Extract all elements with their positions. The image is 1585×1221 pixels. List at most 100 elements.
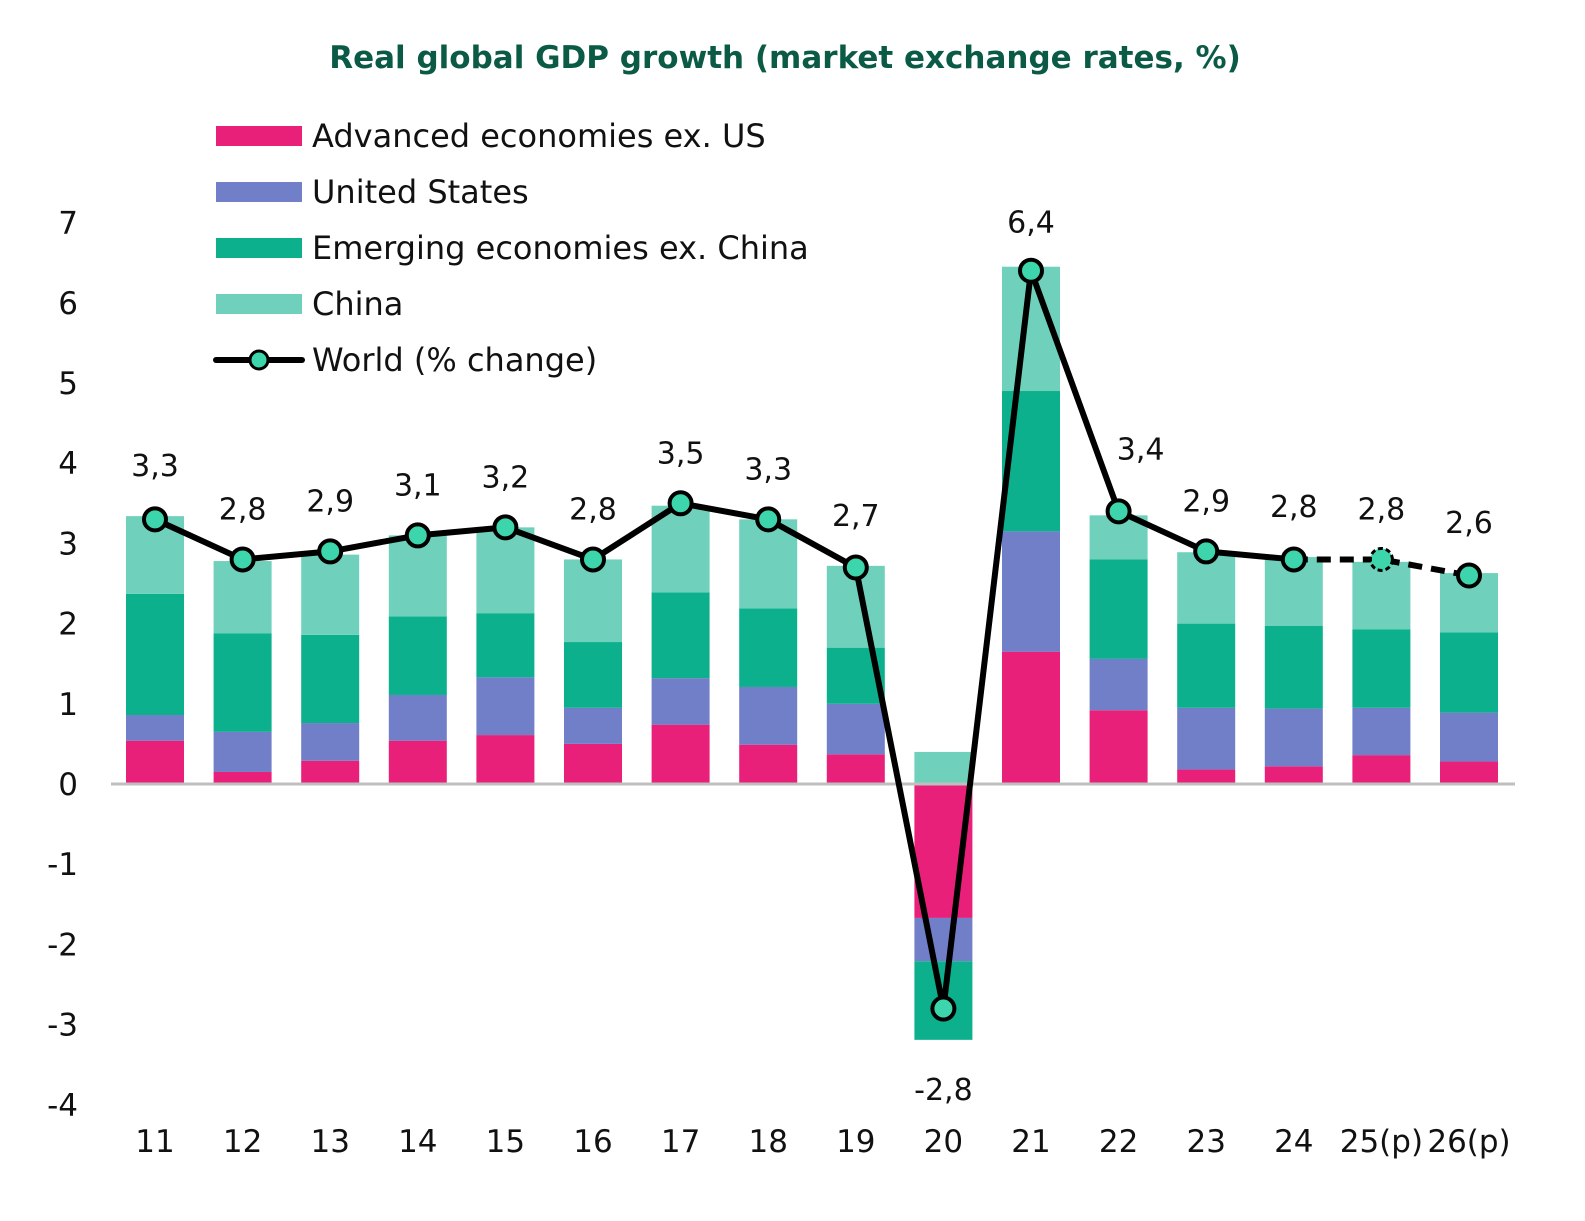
y-tick-label: 2 — [58, 607, 78, 643]
data-label: 2,8 — [219, 492, 267, 527]
bar-segment — [651, 592, 710, 679]
bar-segment — [1002, 531, 1060, 652]
bar-segment — [1352, 755, 1411, 784]
bar-segment — [476, 613, 535, 678]
world-marker — [1105, 498, 1132, 525]
bar-segment — [1352, 629, 1411, 708]
data-label: 3,5 — [657, 436, 705, 471]
y-tick-label: 6 — [58, 286, 78, 322]
bar-segment — [1440, 712, 1498, 762]
x-tick-label: 14 — [398, 1124, 437, 1160]
legend-item: Emerging economies ex. China — [216, 229, 809, 267]
data-label: 2,6 — [1445, 506, 1493, 541]
legend-swatch — [216, 238, 302, 258]
legend-swatch — [216, 126, 302, 146]
data-label: 3,4 — [1117, 432, 1165, 467]
legend-item: China — [216, 285, 403, 323]
y-tick-label: 0 — [58, 767, 78, 803]
data-label: 2,7 — [832, 499, 880, 534]
bar-segment — [1089, 710, 1148, 784]
bar-segment — [476, 527, 535, 614]
bar-segment — [1352, 561, 1411, 630]
bar-segment — [564, 707, 622, 744]
bar-segment — [1177, 769, 1236, 784]
bar-segment — [739, 744, 798, 784]
bar-segment — [1089, 559, 1148, 659]
y-tick-label: 1 — [58, 687, 78, 723]
data-label: -2,8 — [914, 1073, 973, 1108]
bar-segment — [914, 751, 973, 784]
legend-label: United States — [312, 173, 529, 211]
world-line-projected — [1293, 556, 1470, 579]
bar-segment — [739, 519, 798, 609]
bar-segment — [1177, 623, 1236, 708]
data-labels: 3,3 2,8 2,9 3,1 3,2 2,8 3,5 3,3 2,7 -2,8 6,4 3,4 2,9… — [131, 206, 1493, 1108]
y-tick-label: -2 — [47, 927, 78, 963]
data-label: 3,1 — [394, 468, 442, 503]
world-marker — [1193, 538, 1220, 565]
y-tick-label: 7 — [58, 206, 78, 242]
y-tick-label: -1 — [47, 847, 78, 883]
x-axis: 11 12 13 14 15 16 17 18 19 20 21 22 23 24 25(p) 26(p) — [135, 1124, 1510, 1160]
world-marker — [842, 554, 869, 581]
bar-segment — [126, 715, 184, 741]
legend: Advanced economies ex. US United States Em… — [213, 117, 809, 379]
world-marker — [755, 506, 782, 533]
bar-segment — [651, 678, 710, 725]
data-label: 2,8 — [1358, 492, 1406, 527]
x-tick-label: 13 — [310, 1124, 349, 1160]
bar-segment — [301, 554, 360, 635]
bar-segment — [1089, 658, 1148, 711]
bar-segment — [739, 686, 798, 745]
data-label: 3,3 — [131, 449, 179, 484]
world-marker — [930, 995, 957, 1022]
data-label: 2,8 — [569, 492, 617, 527]
world-marker — [1280, 546, 1307, 573]
world-marker — [492, 514, 519, 541]
bar-segment — [213, 561, 272, 634]
bar-segment — [651, 724, 710, 784]
x-tick-label: 20 — [924, 1124, 963, 1160]
legend-item: World (% change) — [213, 341, 597, 379]
data-label: 3,3 — [744, 452, 792, 487]
bars — [126, 266, 1498, 1040]
legend-label: Advanced economies ex. US — [312, 117, 766, 155]
bar-segment — [213, 731, 272, 772]
bar-segment — [388, 740, 447, 784]
bar-segment — [126, 740, 184, 784]
legend-item: United States — [216, 173, 529, 211]
bar-segment — [1440, 761, 1498, 784]
bar-segment — [1177, 707, 1236, 770]
bar-segment — [564, 743, 622, 784]
data-label: 3,2 — [482, 460, 530, 495]
x-tick-label: 22 — [1099, 1124, 1138, 1160]
y-tick-label: 5 — [58, 366, 78, 402]
x-tick-label: 18 — [748, 1124, 787, 1160]
bar-segment — [564, 642, 622, 708]
legend-swatch — [216, 182, 302, 202]
data-label: 6,4 — [1007, 206, 1055, 241]
x-tick-label: 17 — [661, 1124, 700, 1160]
chart-title: Real global GDP growth (market exchange … — [329, 40, 1241, 76]
legend-swatch — [216, 294, 302, 314]
world-marker — [1018, 257, 1044, 284]
bar-segment — [1352, 707, 1411, 756]
x-tick-label: 23 — [1186, 1124, 1225, 1160]
y-tick-label: 3 — [58, 526, 78, 562]
bar-segment — [301, 760, 360, 784]
x-tick-label: 12 — [223, 1124, 262, 1160]
bar-segment — [826, 754, 885, 784]
x-tick-label: 15 — [486, 1124, 525, 1160]
data-label: 2,9 — [306, 484, 354, 519]
world-marker — [229, 546, 256, 573]
x-tick-label: 26(p) — [1427, 1124, 1510, 1160]
bar-segment — [914, 917, 973, 962]
legend-label: Emerging economies ex. China — [312, 229, 809, 267]
bar-segment — [213, 633, 272, 732]
y-tick-label: 4 — [58, 446, 78, 482]
y-tick-label: -3 — [47, 1008, 78, 1044]
bar-segment — [301, 723, 360, 761]
world-marker — [317, 538, 344, 565]
world-marker — [580, 546, 606, 573]
